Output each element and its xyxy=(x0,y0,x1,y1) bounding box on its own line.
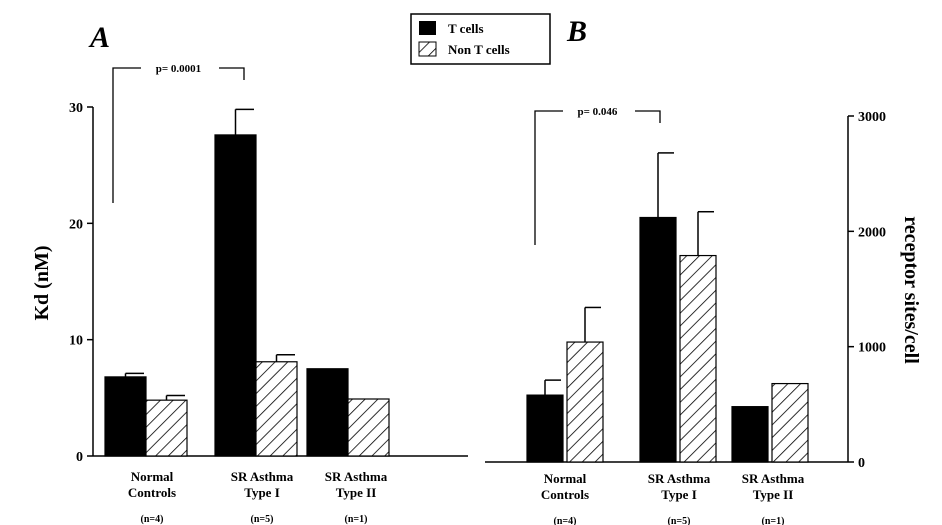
bar-t-cells-1 xyxy=(639,216,677,463)
category-n-label: (n=5) xyxy=(668,516,691,525)
category-n-label: (n=1) xyxy=(345,514,368,525)
bar-non-t-cells-2 xyxy=(347,398,390,457)
bar-t-cells-2 xyxy=(306,368,349,457)
y-tick-label: 0 xyxy=(76,450,83,465)
significance-bracket-right xyxy=(219,67,245,80)
category-n-label: (n=5) xyxy=(251,514,274,525)
bar-non-t-cells-1 xyxy=(679,254,717,463)
significance-bracket-left xyxy=(112,67,141,203)
category-label: SR Asthma xyxy=(231,469,294,484)
category-label: Type II xyxy=(753,487,794,502)
y-axis-label: Kd (nM) xyxy=(31,246,53,321)
bar-non-t-cells-0 xyxy=(145,399,188,457)
bar-t-cells-1 xyxy=(214,134,257,457)
legend-swatch-t-cells xyxy=(419,21,436,35)
significance-bracket-left xyxy=(534,110,563,245)
category-label: Controls xyxy=(128,485,176,500)
panel-b: B 0 1000 2000 3000 receptor sites/cell NormalC… xyxy=(485,15,922,525)
panel-label-b: B xyxy=(566,15,587,48)
category-n-label: (n=1) xyxy=(762,516,785,525)
bar-non-t-cells-0 xyxy=(566,341,604,463)
category-label: Normal xyxy=(131,469,174,484)
legend-swatch-non-t-cells xyxy=(418,41,437,57)
bar-t-cells-0 xyxy=(526,394,564,463)
bar-non-t-cells-1 xyxy=(255,361,298,457)
bar-t-cells-0 xyxy=(104,376,147,457)
bar-t-cells-2 xyxy=(731,406,769,463)
legend: T cells Non T cells xyxy=(410,13,551,65)
bar-non-t-cells-2 xyxy=(771,382,809,463)
category-label: Type I xyxy=(244,485,280,500)
y-tick-label: 10 xyxy=(69,334,83,349)
significance-label: p= 0.0001 xyxy=(156,63,201,75)
category-label: SR Asthma xyxy=(648,471,711,486)
panel-label-a: A xyxy=(88,21,110,54)
significance-bracket-right xyxy=(635,110,661,123)
y-tick-label: 20 xyxy=(69,217,83,232)
y-tick-label: 3000 xyxy=(858,110,886,125)
y-tick-label: 2000 xyxy=(858,225,886,240)
y-axis-label: receptor sites/cell xyxy=(900,216,922,364)
category-n-label: (n=4) xyxy=(554,516,577,525)
legend-label-non-t-cells: Non T cells xyxy=(448,42,510,57)
y-tick-label: 30 xyxy=(69,101,83,116)
y-tick-label: 1000 xyxy=(858,341,886,356)
category-label: Type I xyxy=(661,487,697,502)
category-n-label: (n=4) xyxy=(141,514,164,525)
category-label: Type II xyxy=(336,485,377,500)
category-label: SR Asthma xyxy=(742,471,805,486)
y-tick-label: 0 xyxy=(858,456,865,471)
category-label: SR Asthma xyxy=(325,469,388,484)
category-label: Normal xyxy=(544,471,587,486)
legend-label-t-cells: T cells xyxy=(448,21,484,36)
significance-label: p= 0.046 xyxy=(578,106,618,118)
category-label: Controls xyxy=(541,487,589,502)
